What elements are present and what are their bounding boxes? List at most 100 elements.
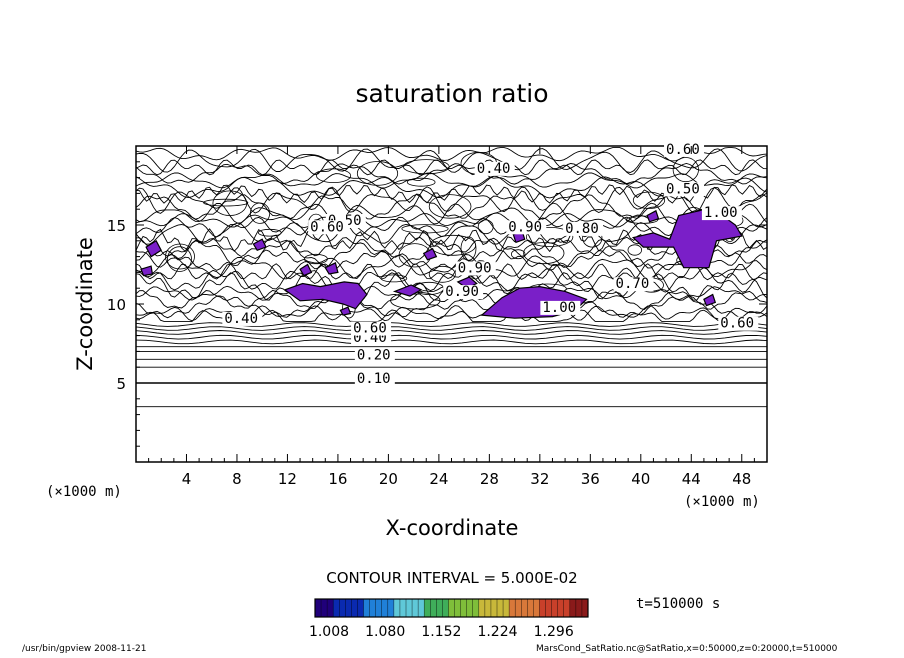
contour-line <box>135 334 768 340</box>
contour-blob <box>203 198 249 207</box>
contour-label-bg <box>506 220 547 235</box>
contour-label: 0.10 <box>357 371 391 387</box>
contour-label-bg <box>613 277 654 292</box>
contour-blob <box>401 224 449 234</box>
shaded-region <box>631 206 743 269</box>
contour-line <box>135 163 768 185</box>
contour-label-bg <box>308 220 349 235</box>
contour-label-bg <box>455 261 496 276</box>
colorbar-swatch <box>521 599 528 617</box>
contour-blob <box>429 234 477 256</box>
colorbar-tick-label: 1.008 <box>309 624 349 640</box>
colorbar-swatch <box>387 599 395 617</box>
contour-blob <box>165 243 195 270</box>
contour-blob <box>525 226 574 247</box>
colorbar-swatch <box>581 599 589 617</box>
contour-line <box>135 289 768 311</box>
contour-line <box>135 254 768 280</box>
colorbar-swatch <box>539 599 546 617</box>
shaded-region <box>283 281 368 310</box>
contour-label-bg <box>222 311 263 326</box>
contour-label: 1.00 <box>542 300 576 316</box>
colorbar-swatch <box>412 599 419 617</box>
colorbar-swatch <box>448 599 455 617</box>
colorbar-swatch <box>563 599 571 617</box>
contour-label-bg <box>701 206 742 221</box>
x-unit-right: (×1000 m) <box>684 494 760 510</box>
shaded-region <box>145 239 162 258</box>
colorbar-tick-label: 1.152 <box>421 624 461 640</box>
colorbar-swatch <box>339 599 346 617</box>
colorbar-swatch <box>321 599 328 617</box>
contour-blob <box>460 236 477 261</box>
contour-label: 0.20 <box>357 347 391 363</box>
colorbar-swatch <box>509 599 516 617</box>
chart-title: saturation ratio <box>355 79 548 108</box>
x-axis-label: X-coordinate <box>386 516 519 540</box>
x-tick-label: 16 <box>328 470 347 488</box>
colorbar-ticks: 1.008 1.080 1.152 1.224 1.296 <box>309 624 574 640</box>
contour-label: 0.60 <box>666 142 700 158</box>
x-tick-label: 12 <box>278 470 297 488</box>
contour-label-bg <box>443 285 484 300</box>
contour-blob <box>402 159 450 175</box>
contour-blob <box>672 157 699 183</box>
colorbar-swatch <box>454 599 461 617</box>
colorbar-swatch <box>351 599 358 617</box>
contour-blob <box>316 168 352 184</box>
colorbar-swatch <box>345 599 352 617</box>
contour-line <box>135 267 768 293</box>
contour-blob <box>632 191 666 209</box>
contour-line <box>135 186 768 214</box>
shaded-region <box>299 263 313 277</box>
x-axis-ticks: 4 8 12 16 20 24 28 32 36 40 44 48 <box>148 146 755 488</box>
colorbar-swatch <box>357 599 364 617</box>
contour-line <box>135 172 768 189</box>
contour-blob <box>356 161 399 186</box>
colorbar-swatch <box>369 599 376 617</box>
colorbar-swatch <box>545 599 552 617</box>
colorbar-swatch <box>315 599 322 617</box>
contour-blob <box>257 228 282 237</box>
colorbar-tick-label: 1.224 <box>477 624 517 640</box>
colorbar-swatch <box>424 599 431 617</box>
contour-blob <box>249 202 271 224</box>
colorbar-tick-label: 1.080 <box>365 624 405 640</box>
x-tick-label: 20 <box>379 470 398 488</box>
contour-blob <box>428 194 472 219</box>
colorbar-swatch <box>363 599 370 617</box>
colorbar <box>314 598 589 618</box>
contour-label: 0.50 <box>666 181 700 197</box>
contour-blob <box>523 242 565 265</box>
y-tick-label: 10 <box>107 296 126 314</box>
colorbar-swatch <box>557 599 565 617</box>
footer-left: /usr/bin/gpview 2008-11-21 <box>22 644 146 654</box>
colorbar-swatch <box>503 599 510 617</box>
colorbar-swatch <box>472 599 480 617</box>
shaded-region <box>339 306 352 316</box>
contour-label-bg <box>718 316 759 331</box>
y-axis-label: Z-coordinate <box>73 237 97 371</box>
colorbar-swatch <box>569 599 577 617</box>
y-tick-label: 5 <box>116 375 126 393</box>
contour-blob <box>212 190 248 216</box>
y-tick-label: 15 <box>107 217 126 235</box>
contour-label: 0.40 <box>224 311 258 327</box>
colorbar-swatch <box>484 599 492 617</box>
contour-blob <box>627 244 643 256</box>
x-tick-label: 40 <box>631 470 650 488</box>
contour-line <box>135 202 768 225</box>
contour-line <box>135 236 768 258</box>
contour-blob <box>511 249 526 260</box>
contour-label: 0.60 <box>720 316 754 332</box>
colorbar-swatch <box>333 599 340 617</box>
colorbar-swatch <box>527 599 534 617</box>
colorbar-swatch <box>497 599 504 617</box>
contour-label: 0.60 <box>353 320 387 336</box>
shaded-region <box>324 262 339 275</box>
colorbar-swatch <box>381 599 389 617</box>
contour-line <box>135 148 768 173</box>
contour-line <box>135 238 768 268</box>
shaded-region <box>422 247 438 261</box>
contour-label: 0.80 <box>565 221 599 237</box>
